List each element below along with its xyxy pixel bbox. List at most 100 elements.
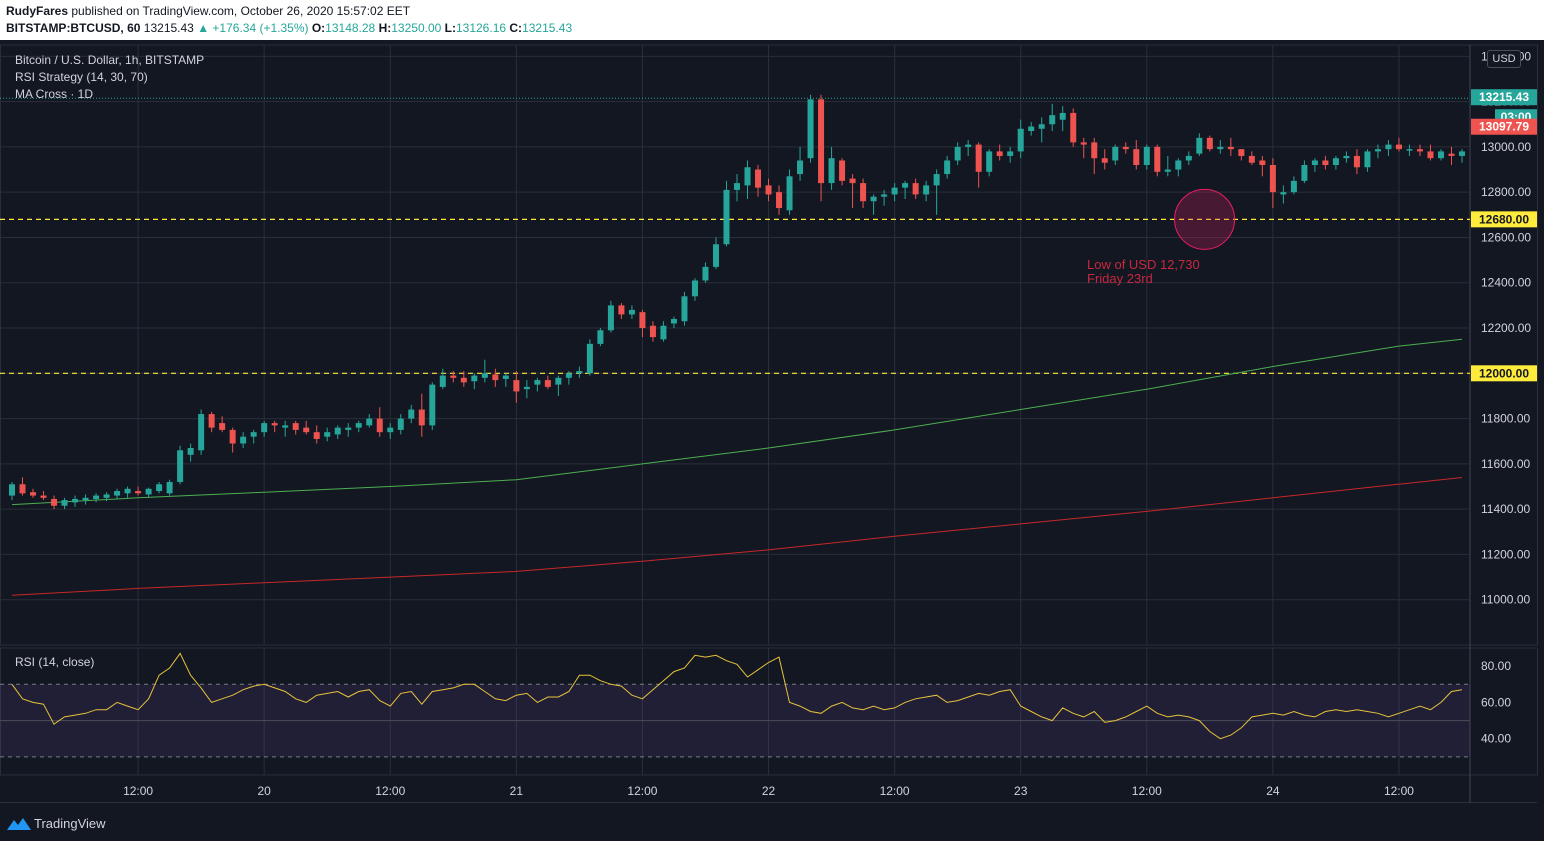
- candle-body: [1017, 128, 1024, 152]
- candle-body: [1364, 151, 1371, 168]
- price-tag-bg: [1471, 118, 1537, 135]
- candle-body: [303, 427, 310, 433]
- time-tick-label: 21: [510, 784, 524, 798]
- candle-body: [40, 495, 47, 498]
- candle-body: [1049, 115, 1056, 125]
- candle-body: [933, 174, 940, 186]
- candle-body: [1269, 165, 1276, 193]
- candle-body: [177, 450, 184, 482]
- candle-body: [1301, 165, 1308, 181]
- candle-body: [965, 144, 972, 147]
- price-tick-label: 12400.00: [1481, 276, 1531, 290]
- candle-body: [61, 500, 68, 506]
- candle-body: [1185, 155, 1192, 161]
- candle-body: [187, 448, 194, 455]
- candle-body: [1437, 151, 1444, 159]
- candle-body: [282, 425, 289, 428]
- strategy-legend[interactable]: RSI Strategy (14, 30, 70): [15, 70, 148, 84]
- candle-body: [597, 330, 604, 344]
- tradingview-brand[interactable]: TradingView: [34, 816, 106, 831]
- publisher-name[interactable]: RudyFares: [6, 4, 69, 18]
- annotation-line-1: Low of USD 12,730: [1087, 257, 1200, 272]
- currency-button[interactable]: USD: [1487, 50, 1521, 68]
- candle-body: [166, 481, 173, 494]
- chart-title: Bitcoin / U.S. Dollar, 1h, BITSTAMP: [15, 53, 205, 67]
- candle-body: [765, 185, 772, 195]
- candle-body: [324, 432, 331, 437]
- candle-body: [103, 494, 110, 498]
- time-tick-label: 20: [257, 784, 271, 798]
- low-label: L:: [444, 21, 456, 35]
- tradingview-logo-icon[interactable]: [7, 817, 31, 830]
- candle-body: [1164, 169, 1171, 172]
- candle-body: [1343, 155, 1350, 159]
- candle-body: [82, 497, 89, 501]
- candle-body: [712, 244, 719, 267]
- candle-body: [1080, 142, 1087, 145]
- candle-body: [1154, 146, 1161, 172]
- rsi-legend[interactable]: RSI (14, close): [15, 655, 95, 669]
- low-marker: [1174, 188, 1236, 250]
- candle-body: [271, 423, 278, 426]
- candle-body: [198, 414, 205, 451]
- price-tag-label: 13097.79: [1479, 120, 1529, 134]
- candle-body: [1217, 146, 1224, 150]
- time-tick-label: 12:00: [1384, 784, 1414, 798]
- candle-body: [891, 187, 898, 195]
- horizontal-levels: [0, 97, 1470, 374]
- candle-body: [219, 423, 226, 430]
- candle-body: [313, 432, 320, 439]
- candle-body: [292, 423, 299, 430]
- low-circle: [1174, 188, 1236, 250]
- candle-body: [208, 414, 215, 428]
- candle-body: [240, 436, 247, 444]
- candle-body: [114, 491, 121, 496]
- price-tag-bg: [1471, 89, 1537, 106]
- candle-body: [460, 377, 467, 383]
- candle-body: [755, 169, 762, 188]
- price-tick-label: 12800.00: [1481, 185, 1531, 199]
- candle-body: [1227, 146, 1234, 150]
- footer: TradingView: [0, 803, 1544, 841]
- candle-body: [723, 189, 730, 245]
- candle-body: [996, 151, 1003, 156]
- candle-body: [93, 495, 100, 499]
- candle-body: [797, 160, 804, 175]
- candle-body: [734, 183, 740, 190]
- candle-body: [397, 418, 404, 430]
- publish-header: RudyFares published on TradingView.com, …: [0, 0, 1544, 40]
- candle-body: [408, 409, 415, 419]
- candle-body: [261, 423, 268, 433]
- rsi-tick-label: 60.00: [1481, 695, 1511, 709]
- candle-body: [345, 427, 352, 430]
- time-tick-label: 24: [1266, 784, 1280, 798]
- price-tag-label: 12000.00: [1479, 366, 1529, 380]
- candle-body: [691, 280, 698, 297]
- time-tick-label: 12:00: [375, 784, 405, 798]
- price-tick-label: 12600.00: [1481, 230, 1531, 244]
- candle-body: [1206, 137, 1213, 150]
- candle-body: [1059, 112, 1066, 120]
- time-tick-label: 22: [762, 784, 776, 798]
- price-tag-bg: [1471, 365, 1537, 382]
- price-tick-label: 12200.00: [1481, 321, 1531, 335]
- candle-body: [523, 386, 530, 390]
- candle-body: [1007, 151, 1014, 156]
- ma-legend[interactable]: MA Cross · 1D: [15, 87, 94, 101]
- candle-body: [1385, 144, 1392, 150]
- price-tick-label: 11000.00: [1481, 593, 1530, 607]
- candle-body: [818, 99, 825, 184]
- candle-body: [807, 99, 814, 159]
- high-label: H:: [378, 21, 392, 35]
- candle-body: [881, 194, 888, 197]
- candle-body: [544, 380, 551, 387]
- candle-body: [439, 375, 446, 387]
- candle-body: [681, 296, 688, 322]
- candle-body: [1175, 160, 1182, 170]
- rsi-pane: [0, 652, 1470, 758]
- candle-body: [870, 196, 877, 202]
- candle-body: [1133, 149, 1140, 165]
- grid: [0, 44, 1538, 804]
- price-tick-label: 11800.00: [1481, 412, 1530, 426]
